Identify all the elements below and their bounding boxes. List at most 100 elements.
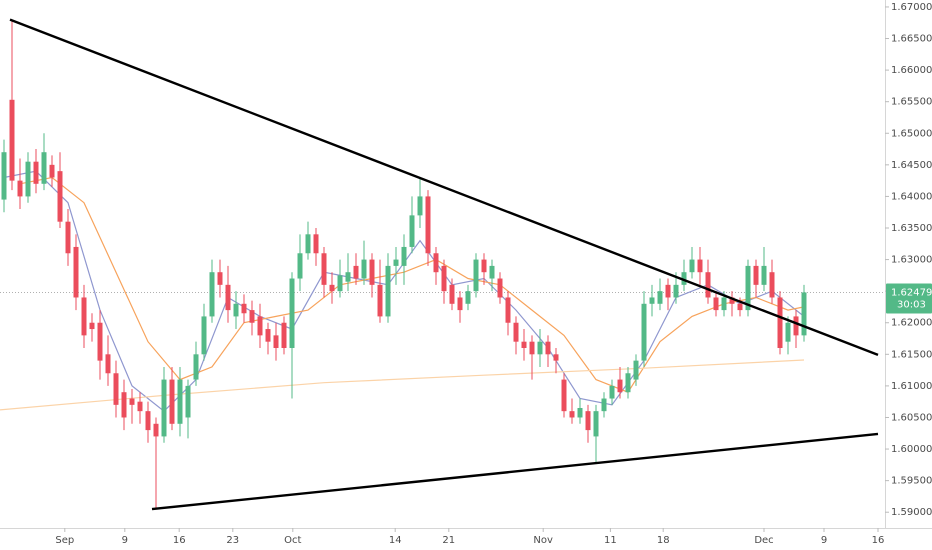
candle-body xyxy=(417,196,423,216)
candle-body xyxy=(73,246,79,298)
candle-body xyxy=(745,265,751,311)
x-tick-label: 14 xyxy=(389,535,402,546)
candle-body xyxy=(561,379,567,412)
candle-body xyxy=(105,354,111,374)
candle-body xyxy=(361,259,367,279)
candle-body xyxy=(193,354,199,380)
candle-body xyxy=(721,297,727,311)
candle-body xyxy=(321,253,327,285)
last-price-box xyxy=(886,283,932,314)
x-tick-label: 18 xyxy=(657,535,670,546)
candle-body xyxy=(401,246,407,266)
candle-body xyxy=(313,234,319,254)
x-tick-label: Sep xyxy=(55,535,74,546)
candle-body xyxy=(529,341,535,355)
y-tick-label: 1.67000 xyxy=(891,2,932,13)
y-tick-label: 1.65500 xyxy=(891,97,932,108)
candle-body xyxy=(777,297,783,348)
candle-body xyxy=(609,385,615,399)
candle-body xyxy=(97,322,103,361)
candle-body xyxy=(33,161,39,184)
candle-body xyxy=(473,259,479,292)
candle-body xyxy=(449,284,455,304)
y-tick-label: 1.62000 xyxy=(891,318,932,329)
trendline xyxy=(9,18,879,357)
candle-body xyxy=(433,253,439,273)
candle-body xyxy=(273,335,279,348)
candle-body xyxy=(697,259,703,273)
x-tick-label: Oct xyxy=(284,535,301,546)
candle-body xyxy=(545,341,551,355)
candle-body xyxy=(705,272,711,298)
candle-body xyxy=(345,272,351,282)
candle-body xyxy=(9,99,15,181)
candle-body xyxy=(649,297,655,304)
candle-body xyxy=(217,272,223,285)
candle-body xyxy=(201,316,207,355)
candle-body xyxy=(769,272,775,298)
candle-body xyxy=(353,265,359,279)
candle-body xyxy=(57,171,63,222)
trendline xyxy=(151,432,879,511)
candle-body xyxy=(505,297,511,323)
candle-body xyxy=(113,373,119,405)
candle-body xyxy=(633,360,639,380)
last-price-label: 1.62479 xyxy=(891,287,932,298)
candle-body xyxy=(153,423,159,437)
candle-body xyxy=(673,284,679,298)
candle-body xyxy=(785,322,791,342)
candle-body xyxy=(569,411,575,418)
candle-body xyxy=(257,316,263,336)
candle-body xyxy=(761,265,767,285)
candle-body xyxy=(305,234,311,254)
y-tick-label: 1.63000 xyxy=(891,255,932,266)
candle-body xyxy=(17,180,23,197)
candle-body xyxy=(177,379,183,424)
candle-body xyxy=(577,408,583,418)
candle-body xyxy=(41,152,47,184)
candle-body xyxy=(425,196,431,254)
candle-body xyxy=(689,259,695,273)
y-tick-label: 1.59000 xyxy=(891,507,932,518)
x-tick-label: 9 xyxy=(122,535,128,546)
candle-body xyxy=(625,373,631,393)
candle-body xyxy=(329,284,335,292)
candle-body xyxy=(281,322,287,348)
candle-body xyxy=(265,329,271,342)
candle-body xyxy=(713,297,719,311)
x-tick-label: Nov xyxy=(533,535,553,546)
y-tick-label: 1.63500 xyxy=(891,223,932,234)
candle-body xyxy=(793,316,799,336)
candle-body xyxy=(489,265,495,279)
candle-body xyxy=(393,259,399,266)
candle-body xyxy=(497,278,503,298)
candle-body xyxy=(657,291,663,304)
candle-body xyxy=(537,341,543,355)
candle-body xyxy=(521,341,527,348)
candle-body xyxy=(369,259,375,285)
candle-body xyxy=(249,310,255,323)
x-tick-label: Dec xyxy=(754,535,773,546)
moving-average xyxy=(19,176,805,393)
candle-body xyxy=(513,322,519,342)
candle-body xyxy=(681,272,687,285)
y-tick-label: 1.61000 xyxy=(891,381,932,392)
candle-body xyxy=(49,164,55,178)
candle-body xyxy=(385,265,391,317)
y-tick-label: 1.64000 xyxy=(891,191,932,202)
candle-body xyxy=(585,411,591,431)
candle-body xyxy=(729,297,735,304)
moving-average xyxy=(0,359,805,411)
candle-body xyxy=(137,401,143,412)
x-tick-label: 21 xyxy=(442,535,455,546)
candle-body xyxy=(481,259,487,273)
x-tick-label: 9 xyxy=(821,535,827,546)
candle-body xyxy=(593,411,599,437)
y-tick-label: 1.61500 xyxy=(891,349,932,360)
x-tick-label: 11 xyxy=(604,535,617,546)
candle-body xyxy=(161,379,167,437)
candle-body xyxy=(289,278,295,348)
x-tick-label: 16 xyxy=(173,535,186,546)
